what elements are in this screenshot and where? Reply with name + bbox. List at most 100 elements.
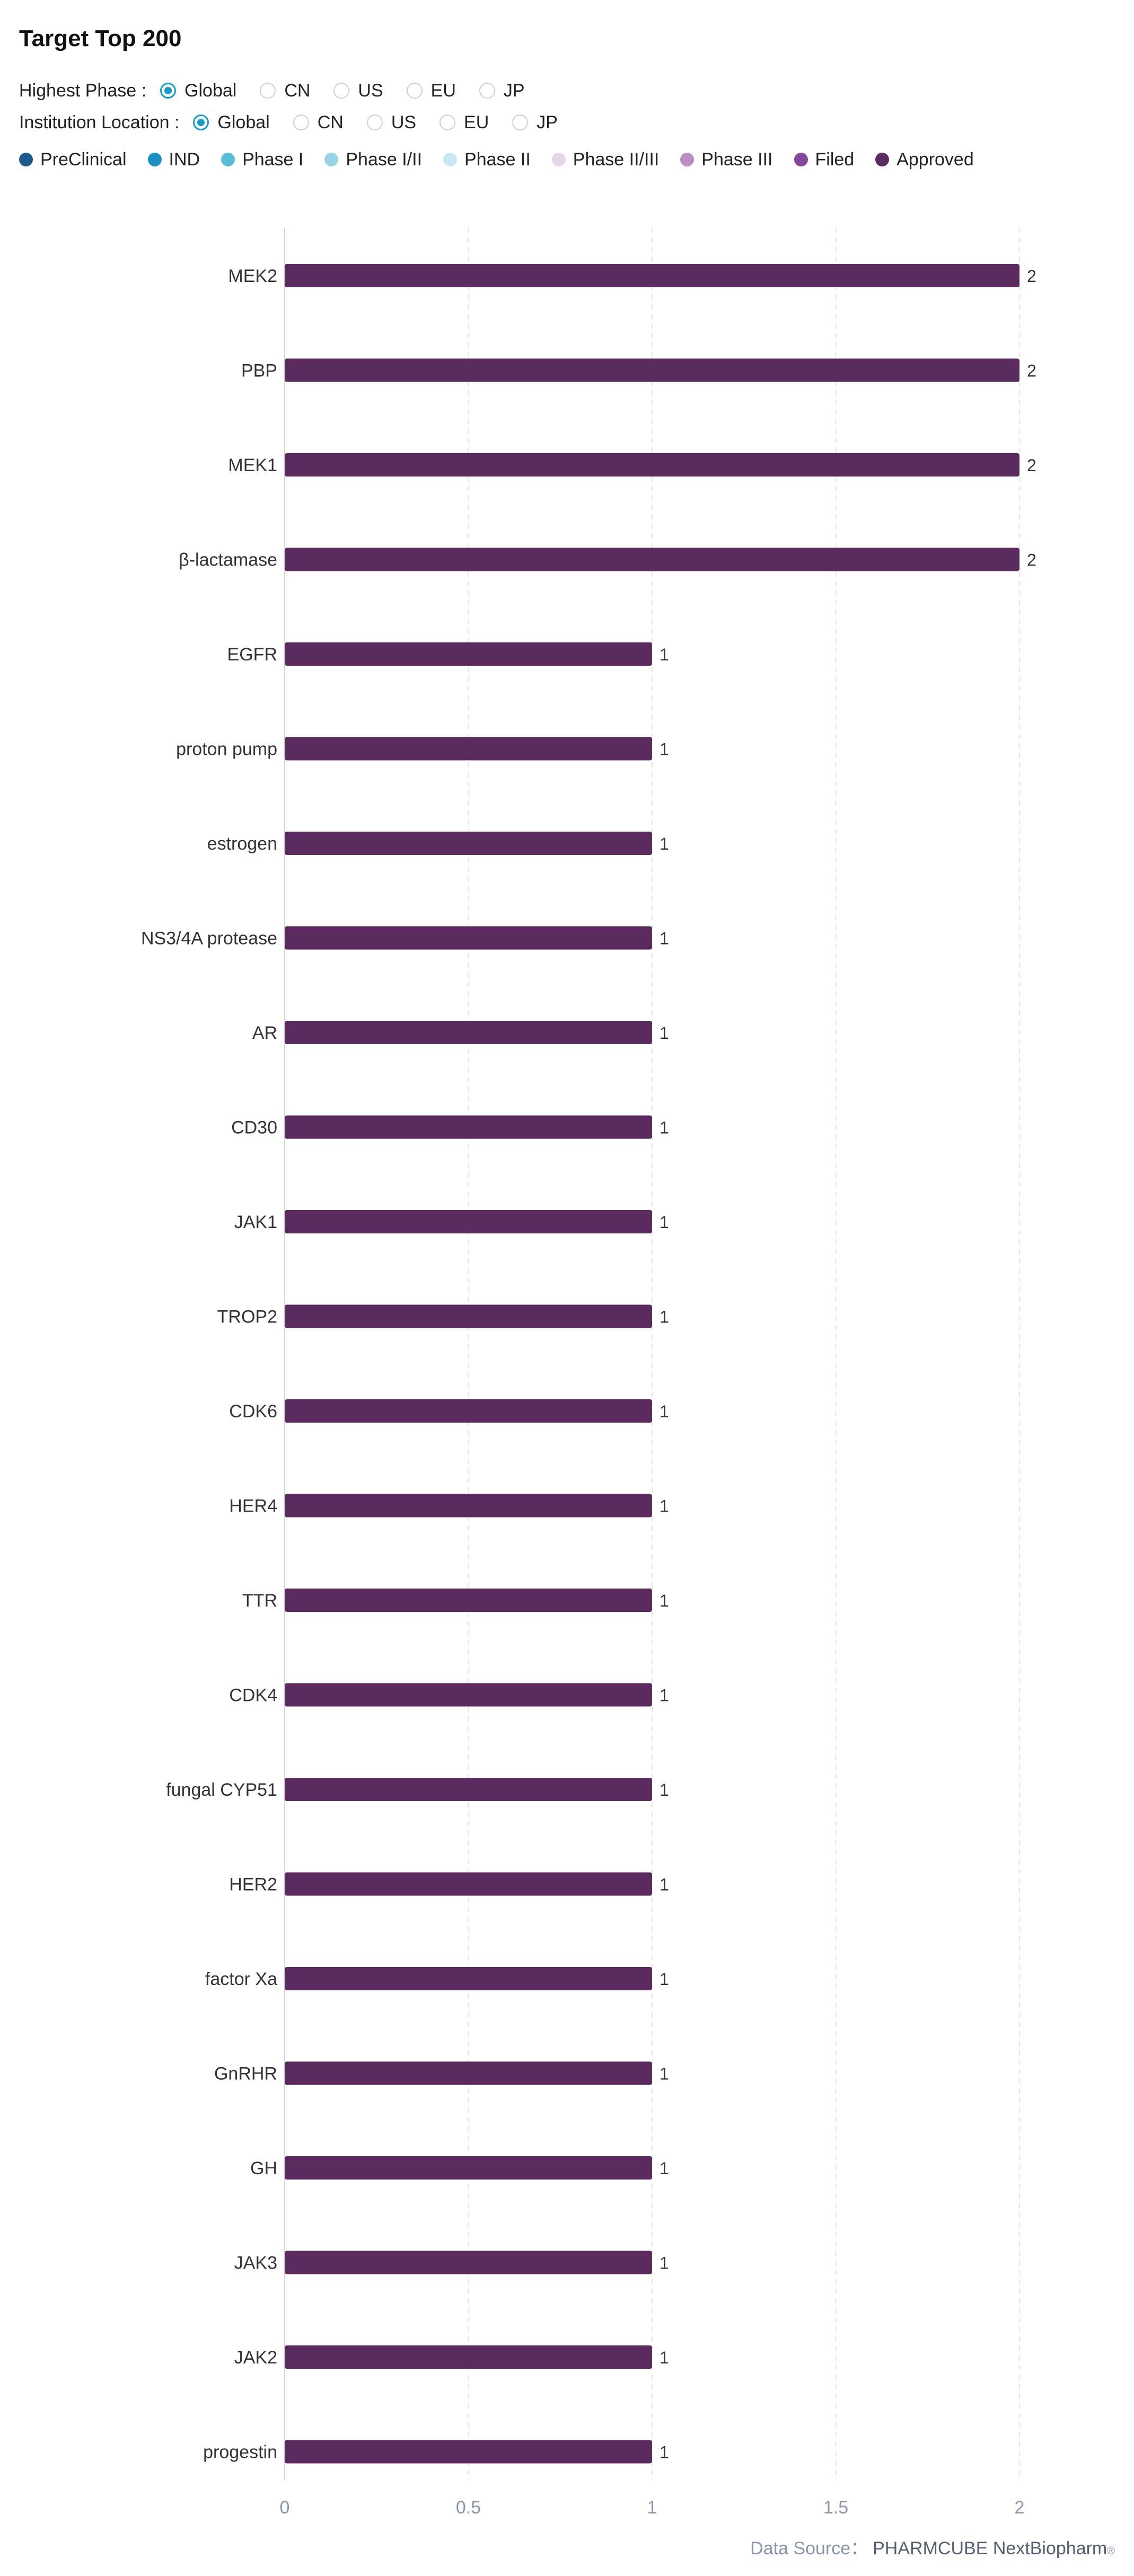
category-label: β-lactamase [179,550,277,570]
page-title: Target Top 200 [19,25,182,51]
category-label: factor Xa [205,1969,277,1989]
data-label: 1 [660,929,669,948]
legend-dot-icon [324,153,339,166]
bar-proton-pump[interactable] [285,737,652,761]
legend-item-phase-i-ii[interactable]: Phase I/II [324,149,422,170]
bar-fungal-cyp51[interactable] [285,1778,652,1801]
highest-phase-radio-us[interactable] [333,83,350,99]
legend-label: Filed [815,149,855,170]
institution-location-option-label: US [391,112,417,133]
category-label: CDK6 [229,1401,277,1422]
legend-item-phase-ii[interactable]: Phase II [443,149,531,170]
bar-progestin[interactable] [285,2440,652,2464]
x-tick-label: 0.5 [456,2498,481,2518]
bar-pbp[interactable] [285,358,1019,382]
legend-item-phase-i[interactable]: Phase I [221,149,303,170]
legend-dot-icon [794,153,808,166]
data-label: 1 [660,1497,669,1516]
institution-location-radio-eu[interactable] [439,114,456,130]
highest-phase-option-label: EU [430,80,456,101]
highest-phase-option-eu[interactable]: EU [406,80,456,101]
data-label: 2 [1027,267,1036,286]
bar-estrogen[interactable] [285,832,652,855]
legend-dot-icon [221,153,235,166]
institution-location-option-eu[interactable]: EU [439,112,489,133]
legend-item-phase-ii-iii[interactable]: Phase II/III [551,149,659,170]
bar-egfr[interactable] [285,642,652,666]
data-label: 1 [660,1213,669,1232]
registered-mark: ® [1107,2545,1115,2557]
institution-location-option-label: JP [537,112,558,133]
bar-jak1[interactable] [285,1210,652,1233]
bar-gnrhr[interactable] [285,2061,652,2085]
highest-phase-option-cn[interactable]: CN [260,81,310,101]
bar-jak3[interactable] [285,2251,652,2274]
data-label: 1 [660,1686,669,1705]
bar-ttr[interactable] [285,1589,652,1612]
data-label: 1 [660,1402,669,1421]
institution-location-radio-jp[interactable] [512,114,529,130]
legend-dot-icon [19,153,33,166]
category-label: TROP2 [217,1307,277,1327]
data-source-footer: Data Source： PHARMCUBE NextBiopharm ® [750,2534,1115,2560]
legend-dot-icon [875,153,890,166]
highest-phase-option-global[interactable]: Global [160,81,236,101]
legend-item-preclinical[interactable]: PreClinical [19,149,127,170]
category-label: JAK2 [234,2348,277,2368]
legend-label: Phase I/II [346,149,423,170]
x-tick-label: 0 [280,2498,290,2518]
institution-location-option-cn[interactable]: CN [293,112,344,133]
category-label: JAK1 [234,1212,277,1232]
legend-dot-icon [680,153,695,166]
data-label: 1 [660,834,669,853]
bar-cdk6[interactable] [285,1399,652,1423]
highest-phase-option-label: JP [503,80,525,101]
institution-location-radio-global[interactable] [193,114,209,130]
highest-phase-radio-jp[interactable] [479,83,495,99]
bar-her2[interactable] [285,1872,652,1896]
legend-item-ind[interactable]: IND [147,149,200,170]
bar-gh[interactable] [285,2156,652,2180]
institution-location-radio-us[interactable] [366,114,383,130]
legend-label: Phase III [701,149,773,170]
legend-label: PreClinical [40,149,127,170]
bar-mek2[interactable] [285,264,1019,287]
institution-location-option-global[interactable]: Global [193,112,270,133]
data-label: 1 [660,740,669,759]
data-label: 1 [660,1591,669,1610]
x-tick-label: 1 [647,2498,657,2518]
bar--lactamase[interactable] [285,548,1019,571]
category-label: PBP [241,361,277,381]
institution-location-radio-cn[interactable] [293,114,309,130]
x-tick-label: 2 [1015,2498,1025,2518]
category-label: NS3/4A protease [141,929,277,949]
legend-item-phase-iii[interactable]: Phase III [680,149,773,170]
data-label: 1 [660,2348,669,2367]
category-label: AR [252,1023,277,1043]
highest-phase-radio-eu[interactable] [406,83,423,99]
data-label: 2 [1027,361,1036,381]
highest-phase-radio-global[interactable] [160,83,177,99]
bar-ar[interactable] [285,1021,652,1044]
highest-phase-option-jp[interactable]: JP [479,81,525,101]
bar-trop2[interactable] [285,1304,652,1328]
category-label: HER4 [229,1496,277,1516]
bar-her4[interactable] [285,1494,652,1518]
bar-jak2[interactable] [285,2345,652,2369]
legend-label: IND [169,149,200,170]
institution-location-option-us[interactable]: US [366,112,417,133]
highest-phase-option-us[interactable]: US [333,81,383,101]
legend-item-filed[interactable]: Filed [794,149,855,170]
data-label: 1 [660,1970,669,1989]
highest-phase-radio-cn[interactable] [260,83,276,99]
institution-location-option-jp[interactable]: JP [512,112,558,133]
bar-ns3-4a-protease[interactable] [285,926,652,950]
category-label: EGFR [227,645,277,665]
bar-cd30[interactable] [285,1115,652,1139]
bar-mek1[interactable] [285,453,1019,477]
bar-factor-xa[interactable] [285,1967,652,1990]
legend-item-approved[interactable]: Approved [875,149,974,170]
highest-phase-option-label: US [358,80,383,101]
legend-dot-icon [551,153,566,166]
bar-cdk4[interactable] [285,1683,652,1707]
